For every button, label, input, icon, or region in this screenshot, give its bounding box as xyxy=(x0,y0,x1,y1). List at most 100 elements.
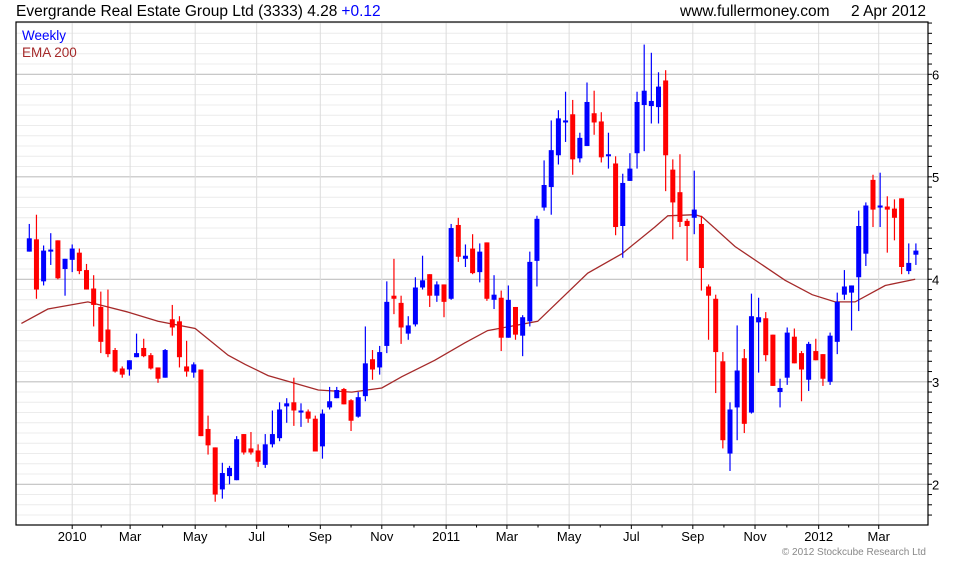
candle-up xyxy=(691,170,697,235)
candle-down xyxy=(184,340,190,377)
candle-body xyxy=(598,121,604,158)
candle-body xyxy=(734,370,740,408)
candle-body xyxy=(305,411,311,419)
candle-down xyxy=(698,215,704,291)
candle-body xyxy=(863,205,869,254)
candle-body xyxy=(84,270,89,290)
candle-down xyxy=(98,291,104,354)
candle-up xyxy=(841,270,847,300)
candle-down xyxy=(891,199,897,241)
candle-body xyxy=(319,413,325,447)
legend-period: Weekly xyxy=(22,28,66,43)
candle-up xyxy=(777,378,783,408)
candle-up xyxy=(298,403,304,427)
candle-down xyxy=(84,263,89,290)
y-tick-label: 2 xyxy=(932,477,939,492)
candle-body xyxy=(891,208,897,218)
x-tick-label: Nov xyxy=(370,529,394,544)
candle-body xyxy=(706,286,712,296)
candle-body xyxy=(584,101,590,147)
candle-body xyxy=(112,350,118,372)
candle-body xyxy=(448,228,454,299)
candle-body xyxy=(462,255,468,259)
candle-body xyxy=(548,150,554,188)
candle-body xyxy=(777,387,783,393)
candle-body xyxy=(348,400,354,421)
candle-down xyxy=(706,284,712,340)
candle-up xyxy=(284,398,290,423)
candle-body xyxy=(534,218,540,261)
candle-down xyxy=(248,432,254,455)
candle-body xyxy=(162,350,168,378)
candle-body xyxy=(627,168,633,181)
source-site: www.fullermoney.com xyxy=(679,3,830,20)
candle-body xyxy=(420,280,426,288)
candle-body xyxy=(191,364,197,373)
x-tick-label: Mar xyxy=(496,529,519,544)
candle-up xyxy=(134,333,140,358)
candle-down xyxy=(212,447,218,502)
candle-body xyxy=(134,353,140,358)
candle-up xyxy=(62,258,68,296)
candle-body xyxy=(899,198,905,267)
candle-up xyxy=(434,281,440,302)
candle-body xyxy=(105,329,111,355)
candle-up xyxy=(191,362,197,378)
x-tick-label: 2012 xyxy=(804,529,833,544)
candle-up xyxy=(520,315,526,357)
candle-down xyxy=(105,289,111,358)
price-change: +0.12 xyxy=(341,3,380,20)
candle-up xyxy=(827,332,833,385)
candle-body xyxy=(298,410,304,413)
candle-down xyxy=(484,242,490,301)
candle-body xyxy=(427,274,433,296)
y-tick-label: 3 xyxy=(932,375,939,390)
candle-body xyxy=(91,288,97,305)
candle-up xyxy=(219,462,225,499)
candle-down xyxy=(763,312,769,362)
candle-up xyxy=(412,277,418,327)
candle-body xyxy=(698,223,704,269)
candle-down xyxy=(884,196,890,253)
candle-body xyxy=(255,450,261,462)
legend-ema: EMA 200 xyxy=(22,45,77,60)
candle-body xyxy=(169,319,175,328)
candle-down xyxy=(741,349,747,434)
candle-down xyxy=(813,338,819,361)
candle-up xyxy=(319,409,325,459)
candle-up xyxy=(877,172,883,228)
candle-up xyxy=(727,402,733,471)
candle-body xyxy=(284,403,290,407)
copyright: © 2012 Stockcube Research Ltd xyxy=(782,547,926,558)
candle-down xyxy=(870,174,876,228)
candle-body xyxy=(591,113,597,123)
candle-down xyxy=(470,234,476,275)
candle-up xyxy=(505,285,511,338)
candle-up xyxy=(913,243,919,265)
candle-up xyxy=(405,316,411,340)
candle-body xyxy=(76,252,82,272)
candle-body xyxy=(570,114,576,160)
candle-body xyxy=(412,287,418,325)
candle-down xyxy=(148,353,154,370)
candles-layer xyxy=(26,44,919,502)
candle-up xyxy=(548,120,554,215)
candle-up xyxy=(555,110,561,165)
chart-date: 2 Apr 2012 xyxy=(851,3,926,20)
candle-body xyxy=(126,360,132,370)
candle-up xyxy=(334,386,340,399)
candle-body xyxy=(41,250,47,282)
x-tick-label: May xyxy=(183,529,208,544)
candle-down xyxy=(341,387,347,405)
candle-body xyxy=(277,409,283,439)
candle-body xyxy=(262,444,268,465)
candle-up xyxy=(48,233,54,265)
candle-body xyxy=(219,473,225,490)
candle-down xyxy=(591,90,597,135)
candle-body xyxy=(720,361,726,441)
candle-body xyxy=(62,258,68,270)
candle-down xyxy=(312,415,318,452)
candle-body xyxy=(205,428,211,446)
candle-body xyxy=(327,401,333,408)
